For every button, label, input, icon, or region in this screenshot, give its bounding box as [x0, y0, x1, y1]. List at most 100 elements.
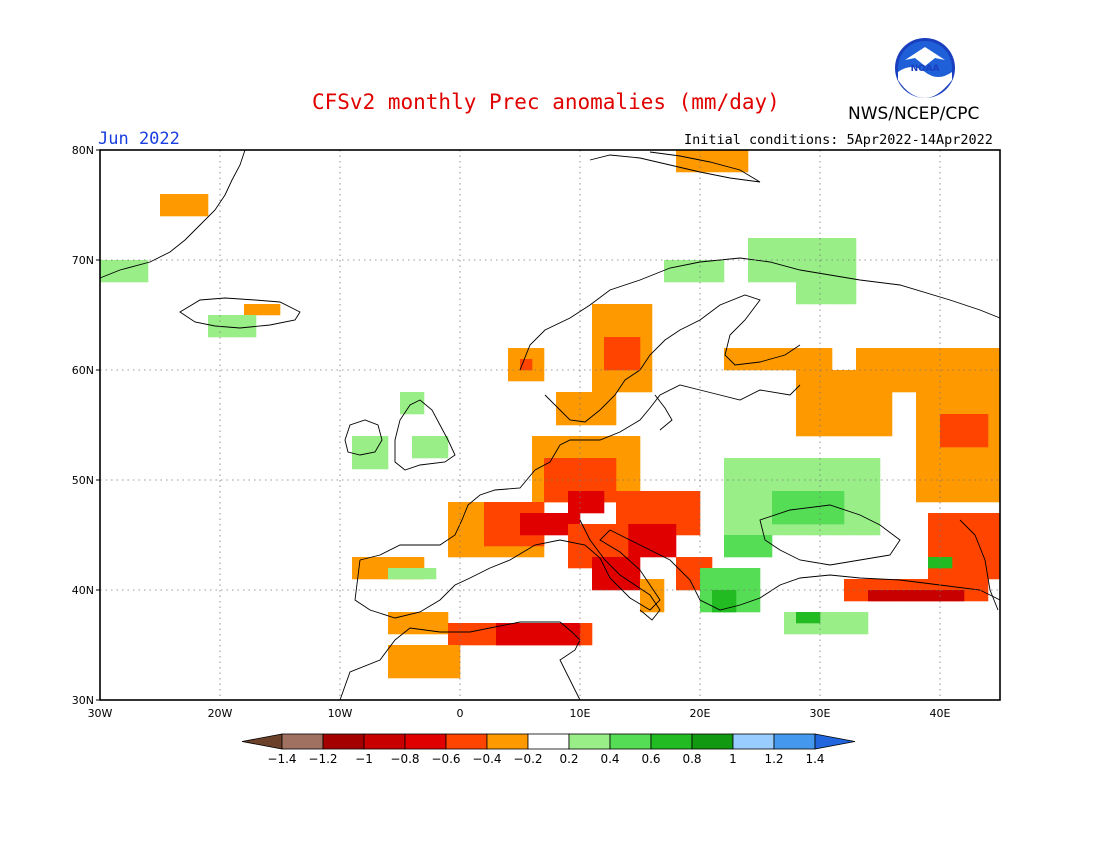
- anomaly-cell: [748, 601, 761, 613]
- anomaly-cell: [952, 469, 965, 481]
- anomaly-cell: [976, 436, 989, 448]
- anomaly-cell: [988, 436, 1001, 448]
- anomaly-cell: [688, 150, 701, 162]
- anomaly-cell: [688, 271, 701, 283]
- anomaly-cell: [532, 634, 545, 646]
- anomaly-cell: [508, 546, 521, 558]
- anomaly-cell: [808, 238, 821, 250]
- anomaly-cell: [724, 601, 737, 613]
- anomaly-cell: [604, 568, 617, 580]
- anomaly-cell: [556, 634, 569, 646]
- anomaly-cell: [736, 458, 749, 470]
- anomaly-cell: [952, 381, 965, 393]
- anomaly-cell: [484, 623, 497, 635]
- anomaly-cell: [988, 491, 1001, 503]
- anomaly-cell: [868, 502, 881, 514]
- anomaly-cell: [520, 546, 533, 558]
- anomaly-cell: [448, 634, 461, 646]
- anomaly-cell: [772, 271, 785, 283]
- anomaly-cell: [676, 524, 689, 536]
- latitude-tick-label: 60N: [72, 364, 94, 377]
- anomaly-cell: [496, 623, 509, 635]
- anomaly-cell: [400, 645, 413, 657]
- colorbar-tick-label: −1.2: [308, 752, 337, 766]
- anomaly-cell: [832, 524, 845, 536]
- anomaly-cell: [808, 623, 821, 635]
- anomaly-cell: [988, 480, 1001, 492]
- anomaly-cell: [508, 502, 521, 514]
- anomaly-cell: [856, 414, 869, 426]
- latitude-tick-label: 30N: [72, 694, 94, 707]
- anomaly-cell: [748, 524, 761, 536]
- anomaly-cell: [928, 392, 941, 404]
- anomaly-cell: [940, 425, 953, 437]
- anomaly-cell: [604, 491, 617, 503]
- anomaly-cell: [592, 546, 605, 558]
- anomaly-cell: [388, 667, 401, 679]
- anomaly-cell: [976, 513, 989, 525]
- anomaly-cell: [880, 425, 893, 437]
- anomaly-cell: [640, 579, 653, 591]
- anomaly-cell: [892, 579, 905, 591]
- anomaly-cell: [976, 590, 989, 602]
- anomaly-cell: [988, 568, 1001, 580]
- anomaly-cell: [616, 502, 629, 514]
- anomaly-cell: [736, 469, 749, 481]
- anomaly-cell: [628, 568, 641, 580]
- anomaly-cell: [352, 436, 365, 448]
- anomaly-cell: [988, 469, 1001, 481]
- anomaly-cell: [436, 612, 449, 624]
- anomaly-cell: [868, 348, 881, 360]
- anomaly-cell: [688, 568, 701, 580]
- anomaly-cell: [472, 524, 485, 536]
- anomaly-cell: [736, 480, 749, 492]
- anomaly-cell: [964, 359, 977, 371]
- anomaly-cell: [400, 612, 413, 624]
- anomaly-cell: [844, 403, 857, 415]
- anomaly-cell: [220, 315, 233, 327]
- anomaly-cell: [880, 579, 893, 591]
- anomaly-cell: [640, 370, 653, 382]
- anomaly-cell: [580, 634, 593, 646]
- anomaly-cell: [544, 480, 557, 492]
- anomaly-cell: [916, 348, 929, 360]
- anomaly-cell: [244, 304, 257, 316]
- colorbar-swatch: [568, 733, 611, 750]
- anomaly-cell: [808, 403, 821, 415]
- anomaly-cell: [976, 524, 989, 536]
- anomaly-cell: [388, 656, 401, 668]
- anomaly-cell: [640, 546, 653, 558]
- anomaly-cell: [532, 469, 545, 481]
- anomaly-cell: [604, 447, 617, 459]
- anomaly-cell: [964, 535, 977, 547]
- anomaly-cell: [508, 348, 521, 360]
- forecast-month: Jun 2022: [98, 129, 180, 149]
- colorbar-swatch: [732, 733, 775, 750]
- anomaly-cell: [952, 392, 965, 404]
- anomaly-cell: [868, 513, 881, 525]
- anomaly-cell: [688, 502, 701, 514]
- anomaly-cell: [592, 557, 605, 569]
- anomaly-cell: [904, 370, 917, 382]
- anomaly-cell: [904, 579, 917, 591]
- anomaly-cell: [844, 502, 857, 514]
- anomaly-cell: [568, 403, 581, 415]
- anomaly-cell: [400, 403, 413, 415]
- anomaly-cell: [940, 524, 953, 536]
- anomaly-cell: [604, 469, 617, 481]
- anomaly-cell: [652, 579, 665, 591]
- anomaly-cell: [796, 359, 809, 371]
- anomaly-cell: [616, 304, 629, 316]
- anomaly-cell: [376, 458, 389, 470]
- map-gridlines: [100, 150, 1000, 700]
- anomaly-cell: [724, 579, 737, 591]
- anomaly-cell: [916, 392, 929, 404]
- anomaly-cell: [988, 381, 1001, 393]
- anomaly-cell: [916, 579, 929, 591]
- anomaly-cell: [700, 260, 713, 272]
- anomaly-cell: [868, 590, 881, 602]
- anomaly-cell: [676, 513, 689, 525]
- anomaly-cell: [592, 403, 605, 415]
- colorbar-tick-label: 0.6: [641, 752, 660, 766]
- anomaly-cell: [628, 469, 641, 481]
